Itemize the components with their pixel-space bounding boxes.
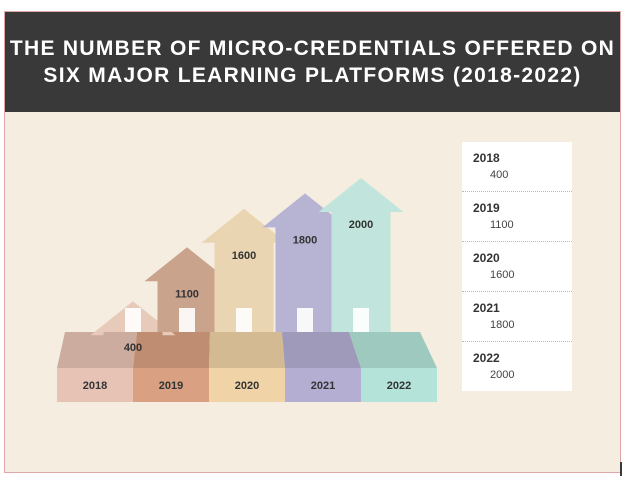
table-year: 2018 (473, 151, 500, 165)
house-door (353, 308, 369, 332)
title-banner: THE NUMBER OF MICRO-CREDENTIALS OFFERED … (5, 12, 620, 112)
table-row: 2018 400 (462, 142, 572, 192)
data-label: 1100 (175, 288, 199, 300)
house-bar (318, 178, 404, 332)
data-table: 2018 400 2019 1100 2020 1600 2021 1800 2… (462, 142, 572, 391)
category-base (285, 368, 361, 402)
x-tick-label: 2019 (159, 380, 183, 392)
table-row: 2020 1600 (462, 242, 572, 292)
house-door (179, 308, 195, 332)
chart-title-line-2: SIX MAJOR LEARNING PLATFORMS (2018-2022) (43, 64, 582, 87)
house-bar (262, 193, 348, 332)
data-label: 2000 (349, 219, 373, 231)
house-bar (144, 247, 230, 332)
x-tick-label: 2022 (387, 380, 411, 392)
chart-title-line-1: THE NUMBER OF MICRO-CREDENTIALS OFFERED … (9, 37, 616, 60)
data-label: 1800 (293, 234, 317, 246)
category-base (361, 368, 437, 402)
house-door (297, 308, 313, 332)
category-base (57, 368, 133, 402)
table-value: 2000 (490, 369, 515, 381)
floor-band-segment (57, 332, 137, 368)
corner-mark (620, 462, 622, 476)
data-label: 1600 (232, 250, 256, 262)
table-year: 2019 (473, 201, 500, 215)
table-year: 2020 (473, 251, 500, 265)
table-row: 2019 1100 (462, 192, 572, 242)
floor-band-segment (133, 332, 210, 368)
table-row: 2022 2000 (462, 342, 572, 392)
house-door (125, 308, 141, 332)
house-bar (201, 208, 287, 332)
house-door (236, 308, 252, 332)
table-value: 1100 (490, 219, 514, 231)
floor-band-segment (209, 332, 285, 368)
table-year: 2021 (473, 301, 500, 315)
x-tick-label: 2021 (311, 380, 335, 392)
table-value: 400 (490, 169, 509, 181)
floor-band-segment (349, 332, 437, 368)
table-year: 2022 (473, 351, 500, 365)
category-base (133, 368, 209, 402)
table-row: 2021 1800 (462, 292, 572, 342)
x-tick-label: 2018 (83, 380, 107, 392)
data-label: 400 (124, 342, 142, 354)
x-tick-label: 2020 (235, 380, 259, 392)
table-value: 1800 (490, 319, 515, 331)
floor-band-segment (282, 332, 361, 368)
category-base (209, 368, 285, 402)
table-value: 1600 (490, 269, 515, 281)
